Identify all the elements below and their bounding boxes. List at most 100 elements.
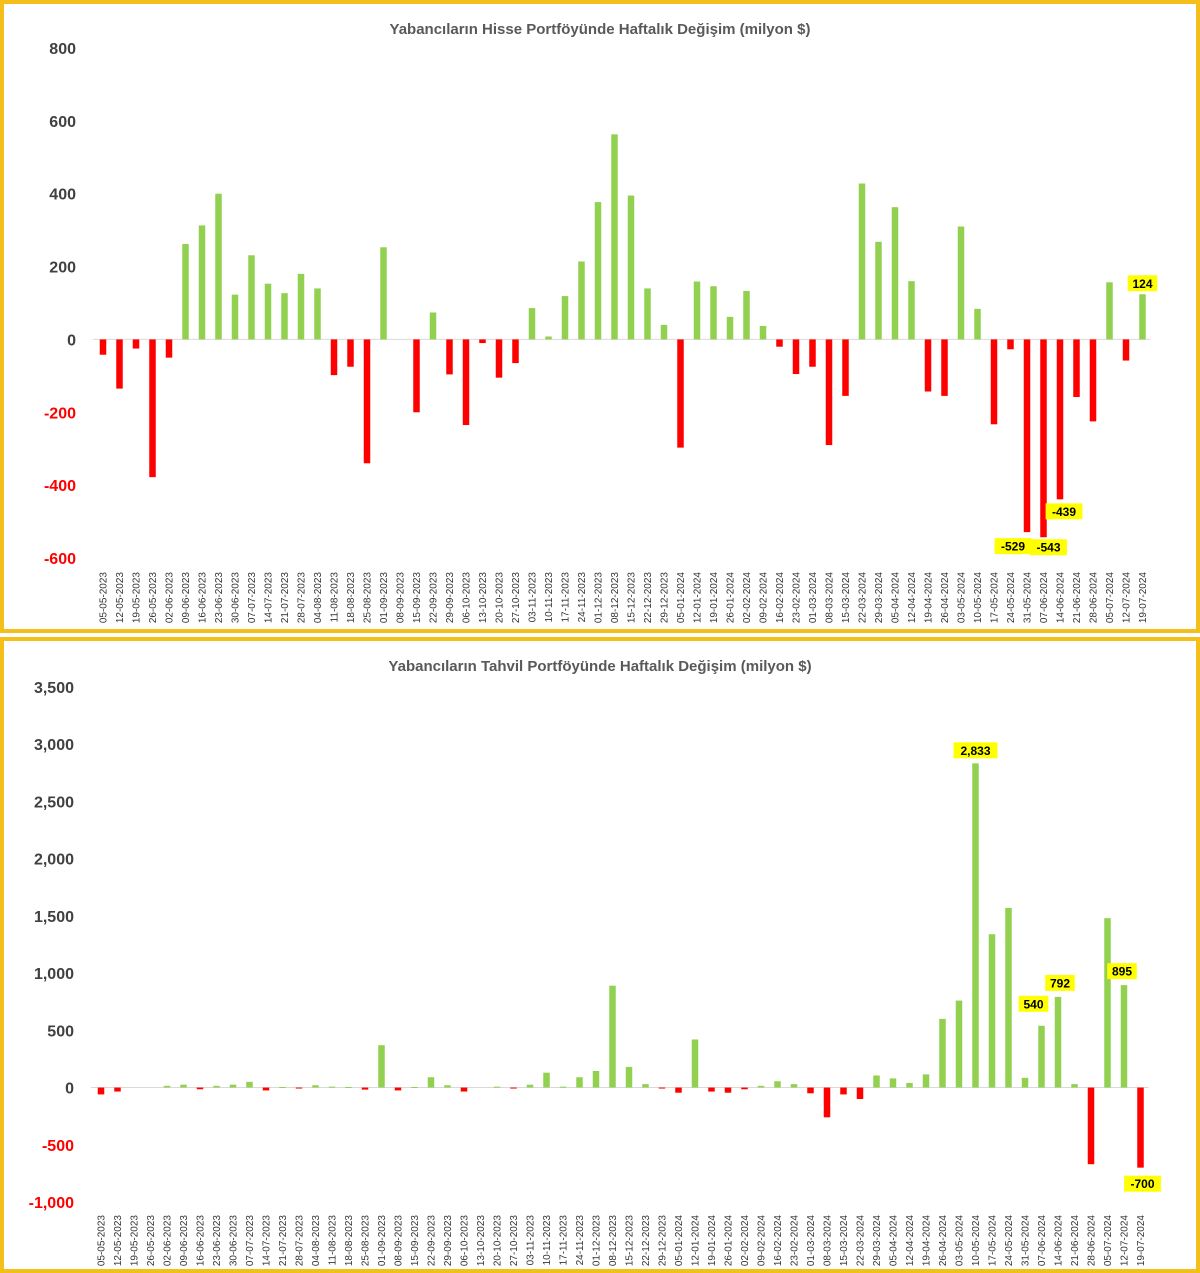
- bar-01-03-2024: [807, 1087, 814, 1094]
- x-tick-label: 21-07-2023: [278, 1215, 289, 1267]
- x-tick-label: 05-05-2023: [99, 572, 110, 624]
- y-tick-label: 500: [47, 1023, 74, 1040]
- x-tick-label: 28-07-2023: [297, 572, 308, 624]
- bar-21-06-2024: [1073, 339, 1080, 397]
- bar-10-11-2023: [545, 336, 552, 340]
- bar-12-01-2024: [691, 1039, 699, 1088]
- bar-01-09-2023: [378, 1045, 385, 1088]
- x-tick-label: 19-07-2024: [1138, 572, 1149, 624]
- bar-24-05-2024: [1007, 339, 1014, 350]
- x-tick-label: 21-06-2024: [1070, 1215, 1081, 1267]
- svg-text:-529: -529: [1001, 540, 1025, 554]
- data-label-14-06-2024: 792: [1045, 974, 1075, 991]
- bar-10-05-2024: [974, 308, 981, 340]
- x-tick-label: 10-11-2023: [544, 572, 555, 623]
- bar-12-04-2024: [908, 281, 915, 340]
- bar-30-06-2023: [231, 294, 239, 340]
- x-tick-label: 11-08-2023: [330, 572, 341, 623]
- x-tick-label: 30-06-2023: [231, 572, 242, 624]
- x-tick-label: 02-02-2024: [740, 1215, 751, 1267]
- bar-06-10-2023: [460, 1087, 468, 1092]
- y-tick-label: 3,500: [34, 680, 74, 697]
- x-tick-label: 22-09-2023: [429, 572, 440, 624]
- x-tick-label: 19-07-2024: [1136, 1215, 1147, 1267]
- equity-weekly-change-chart: Yabancıların Hisse Portföyünde Haftalık …: [44, 21, 1158, 624]
- x-tick-label: 22-03-2024: [858, 572, 869, 624]
- x-tick-label: 20-10-2023: [493, 1215, 504, 1267]
- x-tick-label: 17-11-2023: [561, 572, 572, 623]
- bar-09-02-2024: [757, 1085, 765, 1088]
- bar-29-12-2023: [658, 1087, 666, 1089]
- x-tick-label: 12-04-2024: [907, 572, 918, 624]
- bar-24-11-2023: [578, 261, 585, 340]
- x-tick-label: 09-02-2024: [759, 572, 770, 624]
- bar-30-06-2023: [229, 1084, 237, 1088]
- x-tick-label: 23-06-2023: [214, 572, 225, 624]
- x-tick-label: 01-03-2024: [808, 572, 819, 624]
- x-tick-label: 21-07-2023: [280, 572, 291, 624]
- x-tick-label: 08-12-2023: [608, 1215, 619, 1267]
- x-tick-label: 04-08-2023: [311, 1215, 322, 1267]
- x-tick-label: 20-10-2023: [495, 572, 506, 624]
- bar-12-05-2023: [114, 1087, 121, 1092]
- bar-29-03-2024: [873, 1075, 880, 1088]
- x-tick-label: 22-12-2023: [643, 572, 654, 624]
- bar-17-05-2024: [988, 934, 996, 1088]
- x-tick-label: 14-07-2023: [264, 572, 275, 624]
- bar-22-03-2024: [856, 1087, 864, 1099]
- x-tick-label: 10-05-2024: [973, 572, 984, 624]
- bar-01-03-2024: [809, 339, 816, 367]
- x-tick-label: 26-04-2024: [938, 1215, 949, 1267]
- bar-21-07-2023: [279, 1086, 286, 1088]
- bar-19-07-2024: [1139, 294, 1146, 340]
- x-tick-label: 25-08-2023: [363, 572, 374, 624]
- x-tick-label: 10-05-2024: [971, 1215, 982, 1267]
- bar-04-08-2023: [312, 1085, 319, 1088]
- bar-23-06-2023: [215, 193, 222, 340]
- x-tick-label: 12-01-2024: [691, 1215, 702, 1267]
- x-tick-label: 06-10-2023: [462, 572, 473, 624]
- data-label-14-06-2024: -439: [1045, 503, 1083, 520]
- x-tick-label: 12-07-2024: [1122, 572, 1133, 624]
- x-tick-label: 24-11-2023: [577, 572, 588, 623]
- x-tick-label: 25-08-2023: [361, 1215, 372, 1267]
- bar-18-08-2023: [345, 1086, 352, 1088]
- x-tick-label: 16-02-2024: [775, 572, 786, 624]
- bar-02-06-2023: [165, 339, 173, 358]
- x-tick-label: 14-06-2024: [1056, 572, 1067, 624]
- bar-28-07-2023: [295, 1087, 303, 1089]
- bar-06-10-2023: [462, 339, 470, 426]
- x-tick-label: 04-08-2023: [313, 572, 324, 624]
- bar-22-09-2023: [427, 1077, 435, 1088]
- x-tick-label: 17-05-2024: [990, 572, 1001, 624]
- x-tick-label: 09-02-2024: [757, 1215, 768, 1267]
- x-tick-label: 28-07-2023: [295, 1215, 306, 1267]
- bar-17-11-2023: [561, 296, 569, 340]
- bar-15-03-2024: [842, 339, 849, 396]
- x-tick-label: 02-06-2023: [163, 1215, 174, 1267]
- bar-03-05-2024: [955, 1000, 963, 1088]
- y-tick-label: 0: [65, 1081, 74, 1098]
- data-label-07-06-2024: 540: [1018, 995, 1049, 1012]
- x-tick-label: 29-03-2024: [874, 572, 885, 624]
- bar-28-06-2024: [1089, 339, 1097, 422]
- bar-21-07-2023: [281, 293, 288, 340]
- bar-28-06-2024: [1087, 1087, 1095, 1165]
- bar-07-07-2023: [248, 255, 255, 340]
- bar-14-06-2024: [1056, 339, 1064, 500]
- bar-12-04-2024: [906, 1082, 913, 1088]
- bar-16-06-2023: [196, 1087, 204, 1090]
- y-tick-label: -1,000: [29, 1195, 74, 1212]
- y-tick-label: 2,000: [34, 852, 74, 869]
- x-tick-label: 26-05-2023: [146, 1215, 157, 1267]
- x-tick-label: 24-11-2023: [575, 1215, 586, 1266]
- x-tick-label: 21-06-2024: [1072, 572, 1083, 624]
- bar-10-05-2024: [972, 763, 979, 1088]
- x-tick-label: 01-03-2024: [806, 1215, 817, 1267]
- bar-23-06-2023: [213, 1085, 220, 1088]
- bar-08-09-2023: [394, 1087, 402, 1091]
- bar-11-08-2023: [330, 339, 338, 376]
- x-tick-label: 23-02-2024: [790, 1215, 801, 1267]
- y-tick-label: 2,500: [34, 794, 74, 811]
- x-tick-label: 12-07-2024: [1120, 1215, 1131, 1267]
